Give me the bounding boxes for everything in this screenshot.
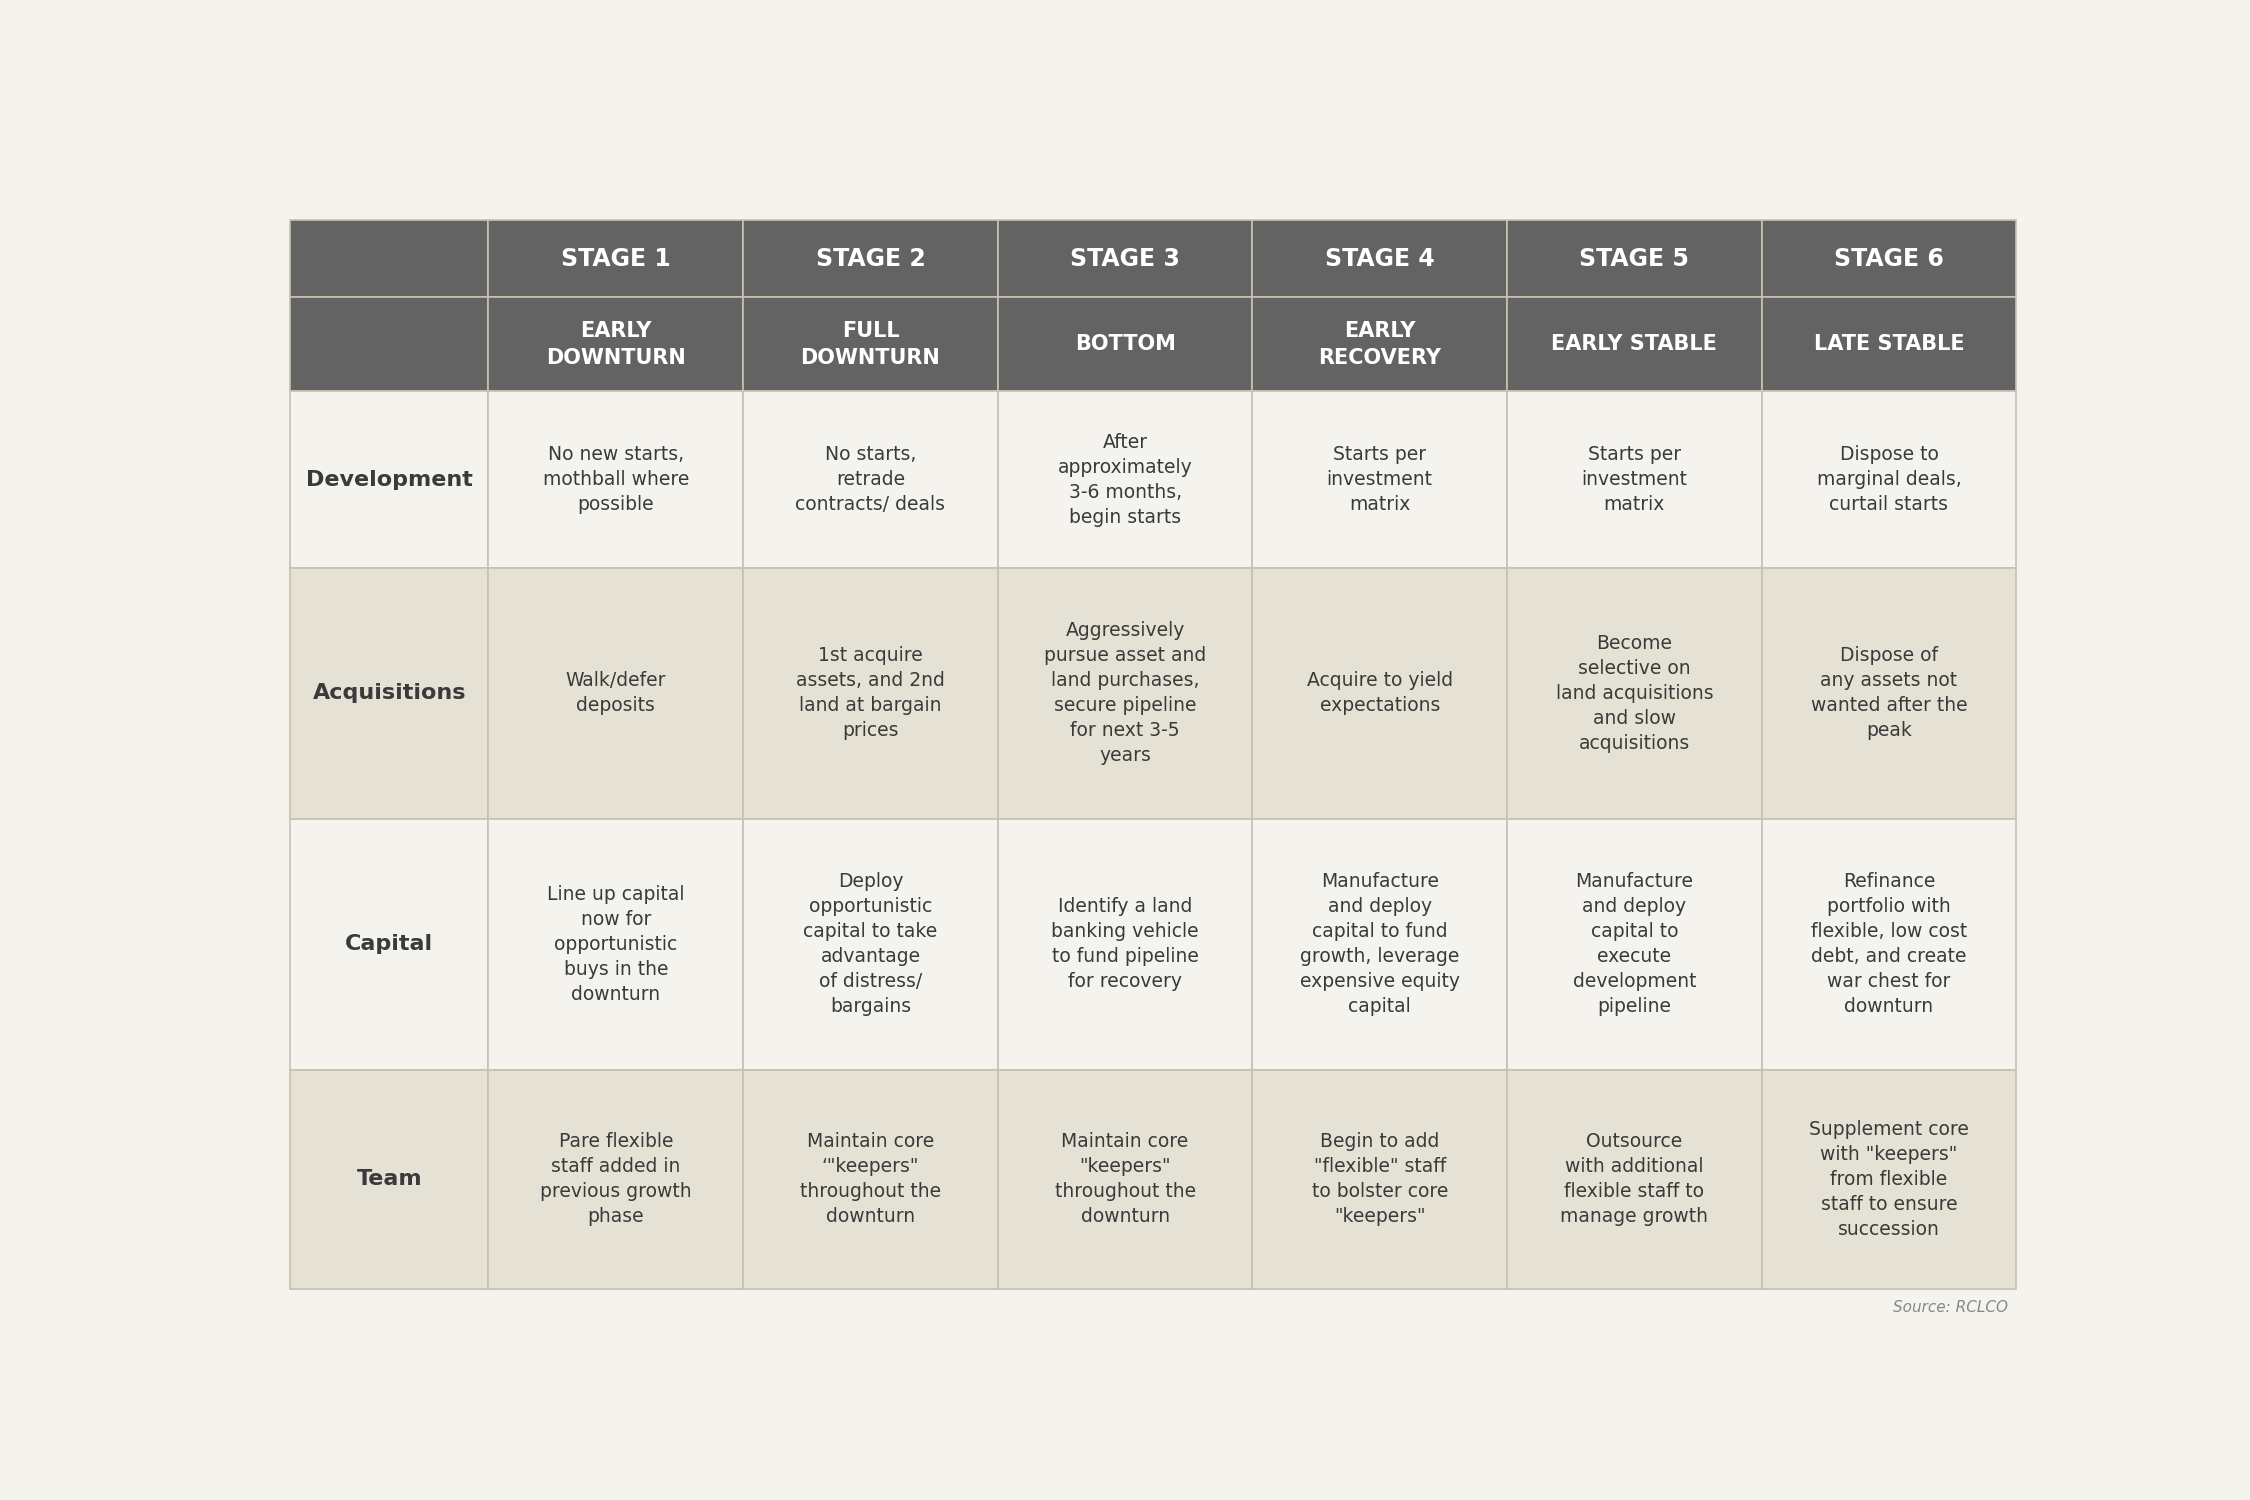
Text: STAGE 1: STAGE 1: [560, 248, 670, 272]
Bar: [1253, 1070, 1508, 1288]
Bar: [1508, 392, 1762, 567]
Text: No new starts,
mothball where
possible: No new starts, mothball where possible: [542, 446, 688, 514]
Bar: [997, 567, 1253, 819]
Text: STAGE 6: STAGE 6: [1834, 248, 1944, 272]
Bar: [997, 220, 1253, 297]
Text: Line up capital
now for
opportunistic
buys in the
downturn: Line up capital now for opportunistic bu…: [547, 885, 684, 1004]
Text: Maintain core
‘"keepers"
throughout the
downturn: Maintain core ‘"keepers" throughout the …: [801, 1132, 940, 1227]
Bar: [290, 297, 488, 392]
Text: Aggressively
pursue asset and
land purchases,
secure pipeline
for next 3-5
years: Aggressively pursue asset and land purch…: [1044, 621, 1206, 765]
Bar: [488, 567, 742, 819]
Text: 1st acquire
assets, and 2nd
land at bargain
prices: 1st acquire assets, and 2nd land at barg…: [796, 646, 945, 740]
Text: Dispose of
any assets not
wanted after the
peak: Dispose of any assets not wanted after t…: [1811, 646, 1966, 740]
Text: Manufacture
and deploy
capital to fund
growth, leverage
expensive equity
capital: Manufacture and deploy capital to fund g…: [1300, 871, 1460, 1016]
Bar: [1762, 392, 2016, 567]
Bar: [488, 297, 742, 392]
Text: Outsource
with additional
flexible staff to
manage growth: Outsource with additional flexible staff…: [1559, 1132, 1708, 1227]
Text: Maintain core
"keepers"
throughout the
downturn: Maintain core "keepers" throughout the d…: [1055, 1132, 1195, 1227]
Text: Supplement core
with "keepers"
from flexible
staff to ensure
succession: Supplement core with "keepers" from flex…: [1809, 1120, 1969, 1239]
Bar: [488, 392, 742, 567]
Bar: [1762, 220, 2016, 297]
Text: Identify a land
banking vehicle
to fund pipeline
for recovery: Identify a land banking vehicle to fund …: [1051, 897, 1199, 992]
Text: Capital: Capital: [344, 934, 434, 954]
Bar: [488, 819, 742, 1070]
Bar: [997, 1070, 1253, 1288]
Text: Walk/defer
deposits: Walk/defer deposits: [565, 670, 666, 716]
Text: Deploy
opportunistic
capital to take
advantage
of distress/
bargains: Deploy opportunistic capital to take adv…: [803, 871, 938, 1016]
Text: Starts per
investment
matrix: Starts per investment matrix: [1328, 446, 1433, 514]
Bar: [1508, 220, 1762, 297]
Bar: [742, 1070, 997, 1288]
Text: Become
selective on
land acquisitions
and slow
acquisitions: Become selective on land acquisitions an…: [1555, 633, 1712, 753]
Bar: [742, 392, 997, 567]
Text: Development: Development: [306, 470, 472, 489]
Bar: [997, 297, 1253, 392]
Bar: [742, 297, 997, 392]
Bar: [1508, 297, 1762, 392]
Text: Pare flexible
staff added in
previous growth
phase: Pare flexible staff added in previous gr…: [540, 1132, 691, 1227]
Text: Refinance
portfolio with
flexible, low cost
debt, and create
war chest for
downt: Refinance portfolio with flexible, low c…: [1811, 871, 1966, 1016]
Text: Team: Team: [356, 1170, 423, 1190]
Bar: [1253, 392, 1508, 567]
Bar: [1508, 567, 1762, 819]
Bar: [290, 220, 488, 297]
Bar: [742, 567, 997, 819]
Text: LATE STABLE: LATE STABLE: [1814, 334, 1964, 354]
Bar: [488, 1070, 742, 1288]
Text: STAGE 3: STAGE 3: [1071, 248, 1179, 272]
Bar: [1762, 819, 2016, 1070]
Text: No starts,
retrade
contracts/ deals: No starts, retrade contracts/ deals: [796, 446, 945, 514]
Bar: [1508, 819, 1762, 1070]
Bar: [1762, 1070, 2016, 1288]
Bar: [1253, 567, 1508, 819]
Bar: [290, 392, 488, 567]
Text: Acquisitions: Acquisitions: [313, 682, 466, 703]
Bar: [1253, 220, 1508, 297]
Text: Starts per
investment
matrix: Starts per investment matrix: [1582, 446, 1688, 514]
Bar: [742, 819, 997, 1070]
Text: Acquire to yield
expectations: Acquire to yield expectations: [1307, 670, 1454, 716]
Bar: [290, 567, 488, 819]
Bar: [997, 392, 1253, 567]
Text: Source: RCLCO: Source: RCLCO: [1892, 1300, 2007, 1316]
Text: STAGE 2: STAGE 2: [814, 248, 925, 272]
Bar: [742, 220, 997, 297]
Bar: [1253, 297, 1508, 392]
Text: STAGE 5: STAGE 5: [1580, 248, 1690, 272]
Text: EARLY
DOWNTURN: EARLY DOWNTURN: [547, 321, 686, 368]
Text: Dispose to
marginal deals,
curtail starts: Dispose to marginal deals, curtail start…: [1816, 446, 1962, 514]
Text: FULL
DOWNTURN: FULL DOWNTURN: [801, 321, 940, 368]
Bar: [1253, 819, 1508, 1070]
Bar: [1508, 1070, 1762, 1288]
Text: BOTTOM: BOTTOM: [1076, 334, 1174, 354]
Bar: [1762, 297, 2016, 392]
Bar: [997, 819, 1253, 1070]
Text: EARLY STABLE: EARLY STABLE: [1552, 334, 1717, 354]
Text: Begin to add
"flexible" staff
to bolster core
"keepers": Begin to add "flexible" staff to bolster…: [1312, 1132, 1449, 1227]
Text: EARLY
RECOVERY: EARLY RECOVERY: [1318, 321, 1442, 368]
Text: Manufacture
and deploy
capital to
execute
development
pipeline: Manufacture and deploy capital to execut…: [1573, 871, 1696, 1016]
Text: After
approximately
3-6 months,
begin starts: After approximately 3-6 months, begin st…: [1058, 432, 1192, 526]
Bar: [488, 220, 742, 297]
Bar: [1762, 567, 2016, 819]
Bar: [290, 819, 488, 1070]
Bar: [290, 1070, 488, 1288]
Text: STAGE 4: STAGE 4: [1325, 248, 1436, 272]
